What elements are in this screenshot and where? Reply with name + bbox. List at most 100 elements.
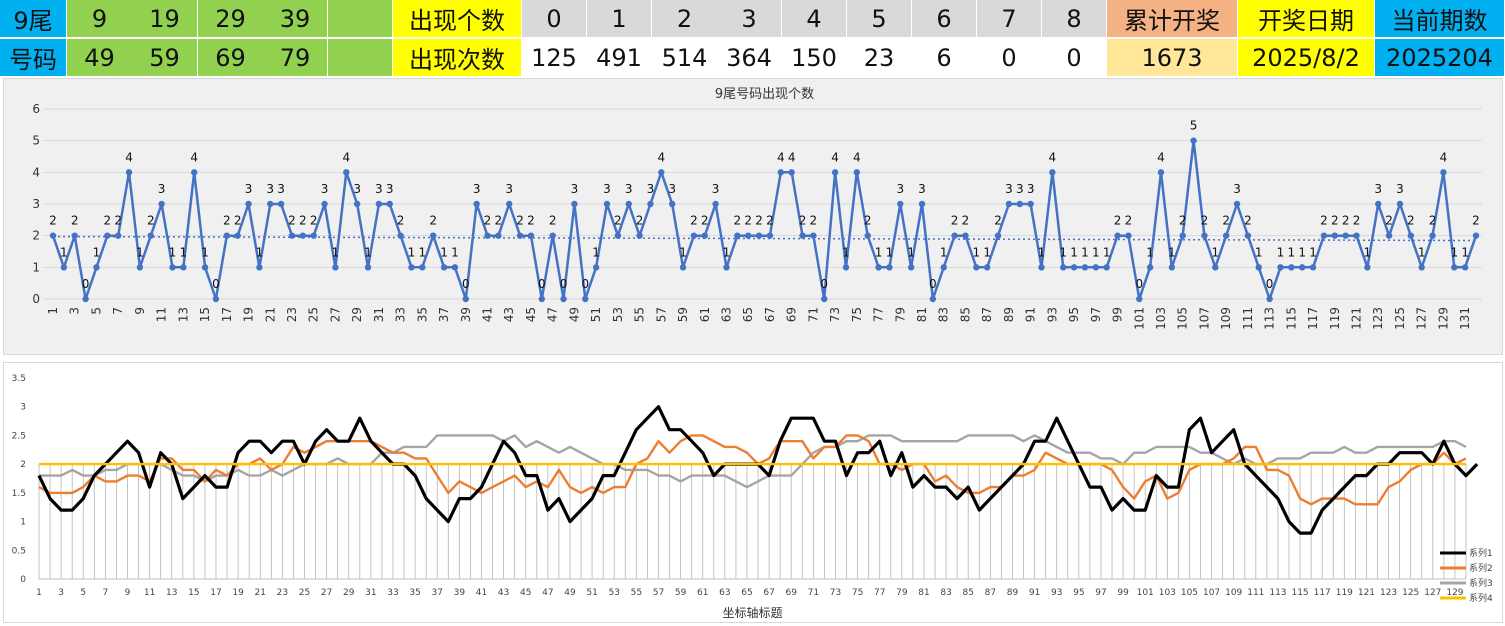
chart-1-point xyxy=(690,232,698,239)
chart-2-x-tick: 107 xyxy=(1203,588,1220,598)
chart-1-data-label: 1 xyxy=(679,245,687,259)
chart-1-point xyxy=(277,200,285,208)
chart-1-point xyxy=(1255,264,1262,271)
chart-1-point xyxy=(1070,264,1078,271)
chart-1-data-label: 3 xyxy=(625,182,633,196)
chart-1-data-label: 2 xyxy=(397,214,405,228)
chart-1-data-label: 0 xyxy=(560,277,568,291)
chart-1-x-tick: 67 xyxy=(763,307,777,322)
chart-1-x-tick: 19 xyxy=(242,307,256,322)
chart-1-point xyxy=(114,232,122,239)
chart-1-x-tick: 91 xyxy=(1024,307,1038,322)
chart-1-point xyxy=(386,200,393,208)
chart-1-point xyxy=(397,232,404,239)
chart-1-point xyxy=(766,232,774,239)
chart-1-data-label: 0 xyxy=(1135,277,1143,291)
chart-1-x-tick: 115 xyxy=(1284,307,1298,330)
chart-1-data-label: 5 xyxy=(1190,119,1198,133)
chart-1-data-label: 2 xyxy=(147,214,155,228)
chart-1-data-label: 4 xyxy=(125,150,133,164)
chart-2-x-tick: 115 xyxy=(1291,588,1308,598)
chart-1-data-label: 0 xyxy=(82,277,90,291)
chart-1-data-label: 2 xyxy=(71,214,79,228)
chart-1-x-tick: 69 xyxy=(785,307,799,322)
chart-2-x-tick: 37 xyxy=(432,588,443,598)
chart-1-data-label: 1 xyxy=(1255,245,1263,259)
chart-1-data-label: 3 xyxy=(1396,182,1404,196)
chart-2-x-tick: 53 xyxy=(608,588,619,598)
chart-2-x-tick: 69 xyxy=(785,588,797,598)
chart-1-point xyxy=(1353,232,1360,239)
chart-1-x-tick: 59 xyxy=(676,307,690,322)
chart-1-x-tick: 81 xyxy=(915,307,929,322)
chart-1-data-label: 3 xyxy=(712,182,720,196)
table-cell-row2-12: 23 xyxy=(847,39,912,77)
chart-1-point xyxy=(636,232,643,239)
chart-2-x-tick: 17 xyxy=(210,588,221,598)
chart-2-x-tick: 85 xyxy=(962,588,973,598)
table-cell-row2-11: 150 xyxy=(782,39,847,77)
chart-1-data-label: 1 xyxy=(256,245,264,259)
chart-1-x-tick: 111 xyxy=(1241,307,1255,330)
chart-1-x-tick: 95 xyxy=(1067,307,1081,322)
chart-1-data-label: 3 xyxy=(353,182,361,196)
chart-2-x-tick: 127 xyxy=(1424,588,1441,598)
table-cell-row1-10: 3 xyxy=(717,0,782,38)
chart-1-data-label: 2 xyxy=(288,214,296,228)
chart-1-x-tick: 107 xyxy=(1197,307,1211,330)
chart-2-x-tick: 63 xyxy=(719,588,730,598)
chart-1-point xyxy=(973,264,980,271)
chart-1-data-label: 1 xyxy=(332,245,340,259)
chart-2-x-tick: 119 xyxy=(1336,588,1353,598)
chart-1-y-tick: 3 xyxy=(32,197,40,211)
chart-1-data-label: 1 xyxy=(1461,245,1469,259)
chart-1-data-label: 2 xyxy=(734,214,742,228)
chart-1-data-label: 3 xyxy=(1005,182,1013,196)
chart-1-x-tick: 43 xyxy=(502,307,516,322)
chart-2-y-tick: 0.5 xyxy=(12,546,26,556)
chart-1-data-label: 1 xyxy=(1309,245,1317,259)
chart-1-x-tick: 71 xyxy=(806,307,820,322)
chart-1-data-label: 3 xyxy=(1233,182,1241,196)
chart-1-data-label: 2 xyxy=(1222,214,1230,228)
chart-1-point xyxy=(1016,200,1023,208)
chart-1-point xyxy=(212,295,220,303)
chart-1-point xyxy=(375,200,383,208)
chart-1-data-label: 1 xyxy=(1298,245,1306,259)
chart-1-data-label: 3 xyxy=(647,182,655,196)
chart-1-x-tick: 87 xyxy=(980,307,994,322)
chart-1-x-tick: 35 xyxy=(415,307,429,322)
chart-1-area: 9尾号码出现个数 0 1 2 3 4 5 6 2 1 2 0 1 2 2 4 1 2 3 1 1 4 1 0 2 2 3 1 3 3 2 2 2… xyxy=(3,78,1503,355)
chart-2-y-tick: 1.5 xyxy=(12,489,26,499)
chart-2-x-tick: 51 xyxy=(586,588,597,598)
chart-1-point xyxy=(104,232,111,239)
chart-1-data-label: 1 xyxy=(1364,245,1372,259)
chart-1-data-label: 2 xyxy=(103,214,111,228)
chart-1-x-tick: 103 xyxy=(1154,307,1168,330)
chart-1-data-label: 1 xyxy=(875,245,883,259)
table-cell-row2-18: 2025204 xyxy=(1375,39,1505,77)
chart-2-x-tick: 15 xyxy=(188,588,199,598)
chart-1-point xyxy=(1103,264,1110,271)
chart-1-point xyxy=(1429,232,1436,239)
chart-1-data-label: 3 xyxy=(321,182,329,196)
chart-1-point xyxy=(907,264,915,271)
chart-1-data-label: 3 xyxy=(918,182,926,196)
chart-1-data-label: 4 xyxy=(657,150,665,164)
chart-2-x-tick: 93 xyxy=(1051,588,1062,598)
chart-2-x-tick: 45 xyxy=(520,588,531,598)
table-cell-row1-0: 9尾 xyxy=(0,0,67,38)
chart-1-point xyxy=(994,232,1002,239)
table-cell-row1-8: 1 xyxy=(587,0,652,38)
table-cell-row2-14: 0 xyxy=(977,39,1042,77)
chart-1-point xyxy=(1081,264,1089,271)
chart-2-x-tick: 101 xyxy=(1137,588,1154,598)
chart-1-x-tick: 65 xyxy=(741,307,755,322)
chart-1-x-tick: 97 xyxy=(1089,307,1103,322)
chart-1-x-tick: 7 xyxy=(111,307,125,315)
chart-1-point xyxy=(886,264,893,271)
chart-1-point xyxy=(82,295,89,303)
chart-1-point xyxy=(1092,264,1100,271)
chart-1-point xyxy=(1461,264,1469,271)
chart-1-series-line xyxy=(51,139,1478,301)
